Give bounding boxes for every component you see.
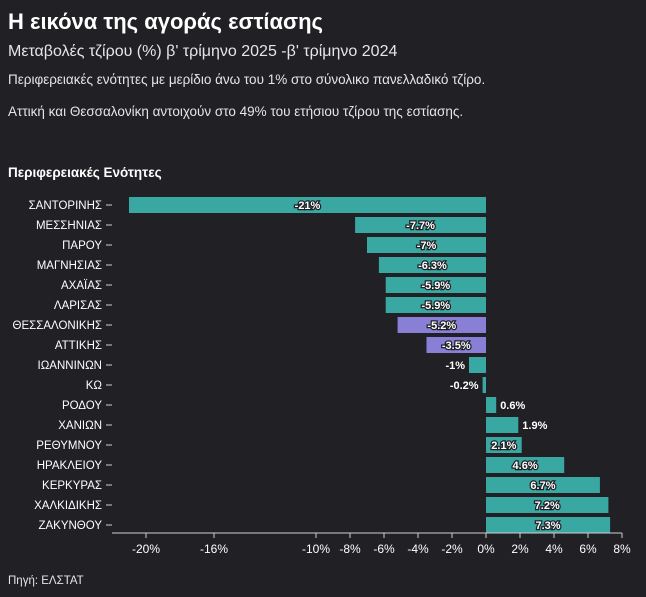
chart-title: Η εικόνα της αγοράς εστίασης — [8, 9, 323, 34]
bar-value-label: -0.2% — [450, 380, 479, 392]
bar-value-label: -5.9% — [421, 300, 450, 312]
x-tick-label: 2% — [511, 542, 529, 556]
x-tick-label: 8% — [613, 542, 631, 556]
bar — [378, 257, 486, 273]
x-tick-label: 6% — [579, 542, 597, 556]
x-tick-label: -16% — [200, 542, 228, 556]
category-label: ΧΑΛΚΙΔΙΚΗΣ — [34, 500, 102, 512]
bar — [482, 377, 486, 393]
x-tick-label: -8% — [339, 542, 361, 556]
y-axis-title: Περιφερειακές Ενότητες — [8, 165, 162, 180]
bar — [385, 277, 486, 293]
source-note: Πηγή: ΕΛΣΤΑΤ — [8, 575, 84, 587]
x-tick-label: -6% — [373, 542, 395, 556]
bar-value-label: -6.3% — [418, 260, 447, 272]
bar — [486, 457, 565, 473]
bar — [469, 357, 486, 373]
bar — [397, 317, 486, 333]
category-label: ΑΤΤΙΚΗΣ — [55, 340, 102, 352]
bar — [486, 437, 522, 453]
bar-value-label: -7.7% — [406, 220, 435, 232]
category-label: ΜΕΣΣΗΝΙΑΣ — [36, 220, 102, 232]
bar-value-label: 0.6% — [500, 400, 525, 412]
bar-value-label: 7.2% — [535, 500, 560, 512]
category-label: ΣΑΝΤΟΡΙΝΗΣ — [29, 200, 102, 212]
bar — [486, 417, 519, 433]
category-label: ΙΩΑΝΝΙΝΩΝ — [38, 360, 102, 372]
bar — [486, 397, 497, 413]
category-label: ΚΕΡΚΥΡΑΣ — [42, 480, 102, 492]
bar-value-label: 6.7% — [530, 480, 555, 492]
bar-chart: ΣΑΝΤΟΡΙΝΗΣ -21% ΜΕΣΣΗΝΙΑΣ -7.7% ΠΑΡΟΥ -7% ΜΑΓΝ… — [13, 197, 631, 556]
category-label: ΛΑΡΙΣΑΣ — [54, 300, 102, 312]
bar — [486, 517, 611, 533]
x-tick-label: 0% — [477, 542, 495, 556]
bar — [486, 477, 600, 493]
category-label: ΡΕΘΥΜΝΟΥ — [36, 440, 102, 452]
bar-value-label: -5.2% — [427, 320, 456, 332]
bar-value-label: -7% — [417, 240, 437, 252]
category-label: ΠΑΡΟΥ — [62, 240, 102, 252]
x-tick-label: 4% — [545, 542, 563, 556]
chart-note-share: Περιφερειακές ενότητες με μερίδιο άνω το… — [8, 72, 486, 87]
bar-value-label: 1.9% — [522, 420, 547, 432]
x-tick-label: -2% — [441, 542, 463, 556]
chart-subtitle: Μεταβολές τζίρου (%) β' τρίμηνο 2025 -β'… — [8, 43, 398, 60]
category-label: ΖΑΚΥΝΘΟΥ — [38, 520, 102, 532]
category-label: ΑΧΑΪΑΣ — [61, 280, 102, 292]
category-label: ΚΩ — [86, 380, 103, 392]
category-label: ΡΟΔΟΥ — [62, 400, 102, 412]
x-tick-label: -20% — [132, 542, 160, 556]
x-tick-label: -4% — [407, 542, 429, 556]
bar — [426, 337, 486, 353]
x-tick-label: -10% — [302, 542, 330, 556]
bar-value-label: -1% — [445, 360, 465, 372]
bar-value-label: 4.6% — [513, 460, 538, 472]
category-label: ΗΡΑΚΛΕΙΟΥ — [37, 460, 103, 472]
category-label: ΜΑΓΝΗΣΙΑΣ — [37, 260, 102, 272]
chart-note-attica: Αττική και Θεσσαλονίκη αντοιχούν στο 49%… — [8, 104, 464, 119]
bar-value-label: -21% — [295, 200, 321, 212]
bar — [355, 217, 486, 233]
bar-value-label: 7.3% — [536, 520, 561, 532]
bar — [129, 197, 486, 213]
bar-value-label: -5.9% — [421, 280, 450, 292]
bar-value-label: 2.1% — [491, 440, 516, 452]
category-label: ΧΑΝΙΩΝ — [58, 420, 102, 432]
bar — [486, 497, 609, 513]
bar — [385, 297, 486, 313]
bar — [367, 237, 486, 253]
bar-value-label: -3.5% — [442, 340, 471, 352]
category-label: ΘΕΣΣΑΛΟΝΙΚΗΣ — [13, 320, 102, 332]
